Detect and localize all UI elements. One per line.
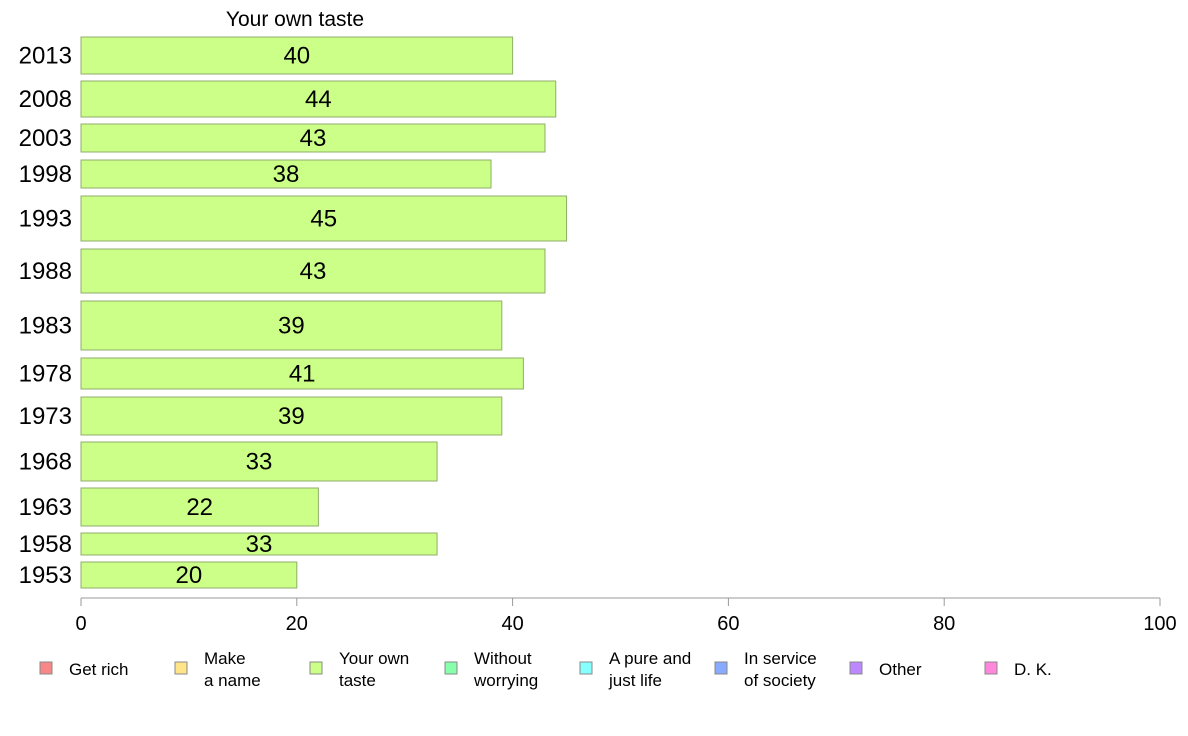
chart-title: Your own taste (226, 8, 364, 31)
y-tick-label: 1988 (19, 258, 72, 285)
x-tick-label: 80 (933, 613, 955, 635)
legend: Get rich Make a name Your own taste Without wo… (39, 649, 1052, 690)
bar-1953 (80, 561, 298, 589)
legend-swatch (714, 661, 728, 675)
data-label: 33 (246, 449, 273, 476)
bar-2013 (80, 36, 514, 75)
bar-2003 (80, 123, 546, 153)
legend-label: Other (879, 660, 922, 679)
legend-swatch (309, 661, 323, 675)
bar-1998 (80, 159, 492, 189)
y-tick-label: 1958 (19, 531, 72, 558)
legend-label: A pure and just life (608, 649, 691, 690)
x-tick-label: 40 (501, 613, 523, 635)
bar-1993 (80, 195, 568, 242)
data-label: 44 (305, 86, 332, 113)
bar-1958 (80, 532, 438, 556)
legend-swatch (174, 661, 188, 675)
y-tick-label: 1998 (19, 161, 72, 188)
y-tick-label: 1983 (19, 313, 72, 340)
x-tick-label: 100 (1143, 613, 1176, 635)
bar-1973 (80, 396, 503, 436)
legend-swatch (984, 661, 998, 675)
data-label: 43 (300, 258, 327, 285)
y-tick-label: 1953 (19, 562, 72, 589)
legend-label: Get rich (69, 660, 129, 679)
legend-swatch (579, 661, 593, 675)
y-tick-label: 1963 (19, 494, 72, 521)
data-label: 20 (176, 562, 203, 589)
bar-2008 (80, 80, 557, 118)
legend-label: Make a name (204, 649, 261, 690)
y-tick-label: 1993 (19, 206, 72, 233)
x-tick-label: 0 (75, 613, 86, 635)
y-tick-label: 2003 (19, 125, 72, 152)
legend-label: In service of society (744, 649, 817, 690)
y-tick-label: 2008 (19, 86, 72, 113)
y-tick-label: 1973 (19, 403, 72, 430)
legend-label: D. K. (1014, 660, 1052, 679)
legend-swatch (39, 661, 53, 675)
legend-label: Without worrying (473, 649, 538, 690)
data-label: 39 (278, 403, 305, 430)
y-tick-label: 1978 (19, 361, 72, 388)
bar-1988 (80, 248, 546, 294)
data-label: 41 (289, 361, 316, 388)
x-tick-label: 20 (286, 613, 308, 635)
data-label: 40 (283, 43, 310, 70)
bar-1978 (80, 357, 524, 390)
y-tick-label: 1968 (19, 449, 72, 476)
bar-1968 (80, 441, 438, 482)
bar-1963 (80, 487, 319, 527)
bar-1983 (80, 300, 503, 351)
data-label: 39 (278, 313, 305, 340)
legend-label: Your own taste (339, 649, 409, 690)
x-tick-label: 60 (717, 613, 739, 635)
data-label: 22 (186, 494, 213, 521)
data-label: 45 (310, 206, 337, 233)
data-label: 33 (246, 531, 273, 558)
legend-swatch (849, 661, 863, 675)
y-tick-label: 2013 (19, 43, 72, 70)
data-label: 38 (273, 161, 300, 188)
bar-group: 2013 40 2008 44 2003 43 1998 38 1993 45 1988 43 1983… (19, 36, 568, 589)
data-label: 43 (300, 125, 327, 152)
legend-swatch (444, 661, 458, 675)
x-axis: 0 20 40 60 80 100 (75, 597, 1177, 635)
